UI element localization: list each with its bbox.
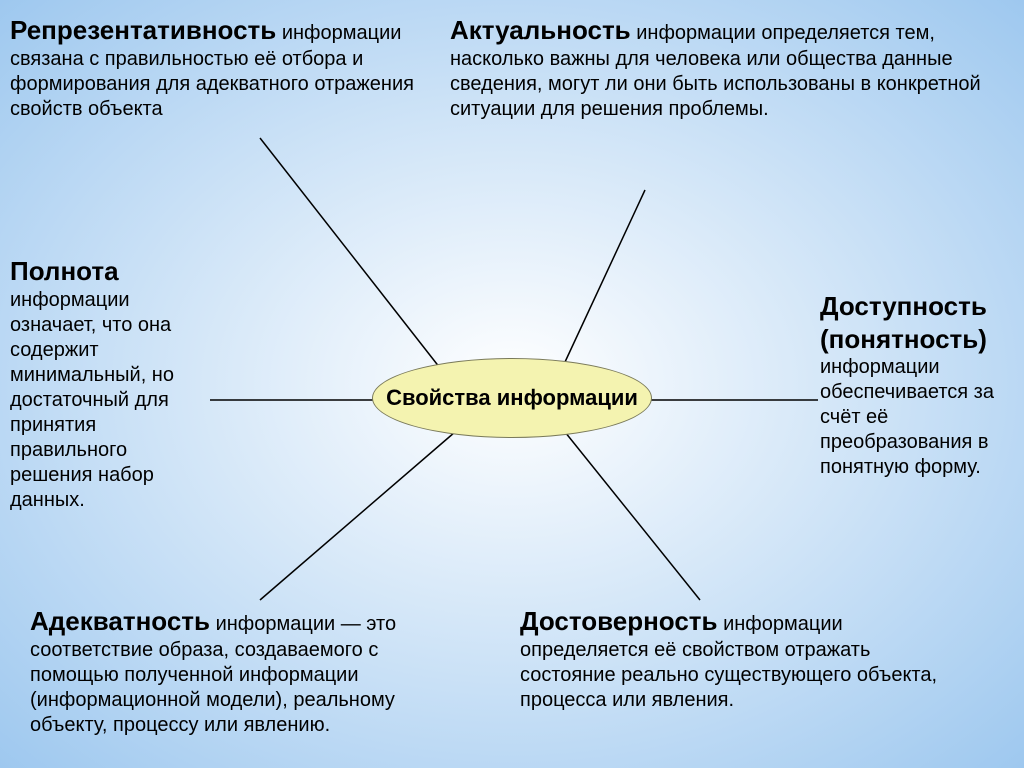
node-title: Достоверность [520,606,718,636]
node-actual: Актуальность информации определяется тем… [450,14,1010,122]
node-title: Полнота [10,256,119,286]
node-adekv: Адекватность информации — это соответств… [30,605,470,738]
node-title: Актуальность [450,15,631,45]
node-title: Адекватность [30,606,210,636]
node-title: Репрезентативность [10,15,276,45]
node-title: Доступность (понятность) [820,291,987,354]
node-repr: Репрезентативность информации связана с … [10,14,440,122]
center-label: Свойства информации [386,385,638,411]
node-body: информации обеспечивается за счёт её пре… [820,356,994,478]
node-dostup: Доступность (понятность) информации обес… [820,290,1020,480]
node-polnota: Полнота информации означает, что она сод… [10,255,210,513]
node-dostov: Достоверность информации определяется её… [520,605,960,713]
diagram-canvas: Свойства информации Репрезентативность и… [0,0,1024,768]
node-body: информации означает, что она содержит ми… [10,289,174,511]
center-node: Свойства информации [372,358,652,438]
